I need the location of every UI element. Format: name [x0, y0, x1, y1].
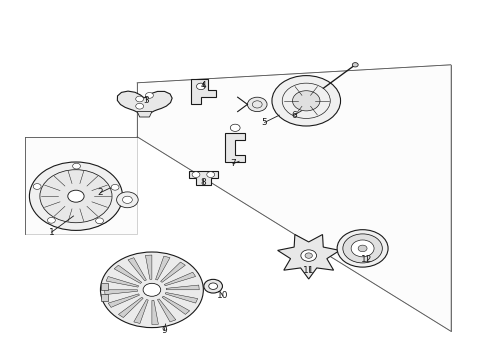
Ellipse shape — [293, 91, 320, 111]
Text: 11: 11 — [303, 266, 315, 275]
Ellipse shape — [358, 245, 367, 252]
Polygon shape — [162, 296, 190, 314]
Ellipse shape — [204, 279, 222, 293]
Circle shape — [48, 217, 55, 223]
Ellipse shape — [40, 170, 112, 223]
Ellipse shape — [29, 162, 122, 230]
Text: 3: 3 — [143, 96, 149, 105]
Circle shape — [207, 172, 215, 177]
Polygon shape — [119, 297, 143, 318]
Text: 12: 12 — [361, 256, 372, 264]
Polygon shape — [189, 171, 218, 185]
Ellipse shape — [41, 171, 121, 229]
Text: 2: 2 — [98, 188, 103, 197]
Polygon shape — [106, 276, 139, 287]
Polygon shape — [128, 258, 147, 281]
Polygon shape — [137, 65, 451, 331]
Polygon shape — [157, 299, 176, 322]
Text: 10: 10 — [217, 292, 229, 300]
Ellipse shape — [337, 230, 388, 267]
Ellipse shape — [352, 63, 358, 67]
Circle shape — [122, 196, 132, 203]
Circle shape — [192, 172, 200, 177]
Text: 9: 9 — [161, 326, 167, 335]
Polygon shape — [101, 283, 108, 290]
Polygon shape — [146, 255, 152, 279]
Polygon shape — [161, 262, 185, 282]
Ellipse shape — [68, 190, 84, 202]
Polygon shape — [137, 112, 152, 117]
Ellipse shape — [305, 253, 313, 258]
Polygon shape — [117, 91, 172, 114]
Circle shape — [73, 163, 80, 169]
Circle shape — [96, 218, 103, 224]
Polygon shape — [101, 294, 108, 301]
Polygon shape — [152, 300, 158, 325]
Circle shape — [146, 93, 153, 98]
Polygon shape — [108, 294, 140, 307]
Polygon shape — [24, 137, 137, 234]
Circle shape — [117, 192, 138, 208]
Ellipse shape — [343, 234, 382, 263]
Ellipse shape — [272, 76, 341, 126]
Polygon shape — [134, 300, 148, 323]
Polygon shape — [191, 79, 216, 104]
Circle shape — [33, 184, 41, 189]
Text: 7: 7 — [230, 159, 236, 168]
Text: 1: 1 — [49, 228, 54, 237]
Circle shape — [247, 97, 267, 112]
Ellipse shape — [351, 240, 374, 257]
Polygon shape — [164, 272, 196, 286]
Polygon shape — [155, 256, 170, 280]
Circle shape — [136, 103, 144, 109]
Circle shape — [230, 124, 240, 131]
Circle shape — [111, 184, 119, 190]
Polygon shape — [166, 285, 199, 290]
Ellipse shape — [100, 252, 203, 328]
Polygon shape — [114, 265, 142, 283]
Text: 4: 4 — [200, 81, 206, 90]
Polygon shape — [165, 292, 197, 303]
Text: 6: 6 — [291, 111, 297, 120]
Circle shape — [143, 283, 161, 296]
Ellipse shape — [209, 283, 218, 289]
Ellipse shape — [301, 250, 317, 261]
Polygon shape — [104, 290, 138, 294]
Ellipse shape — [144, 284, 160, 296]
Circle shape — [196, 83, 205, 90]
Polygon shape — [278, 234, 340, 279]
Text: 5: 5 — [262, 118, 268, 127]
Circle shape — [136, 96, 144, 102]
Polygon shape — [225, 133, 245, 162]
Text: 8: 8 — [200, 178, 206, 187]
